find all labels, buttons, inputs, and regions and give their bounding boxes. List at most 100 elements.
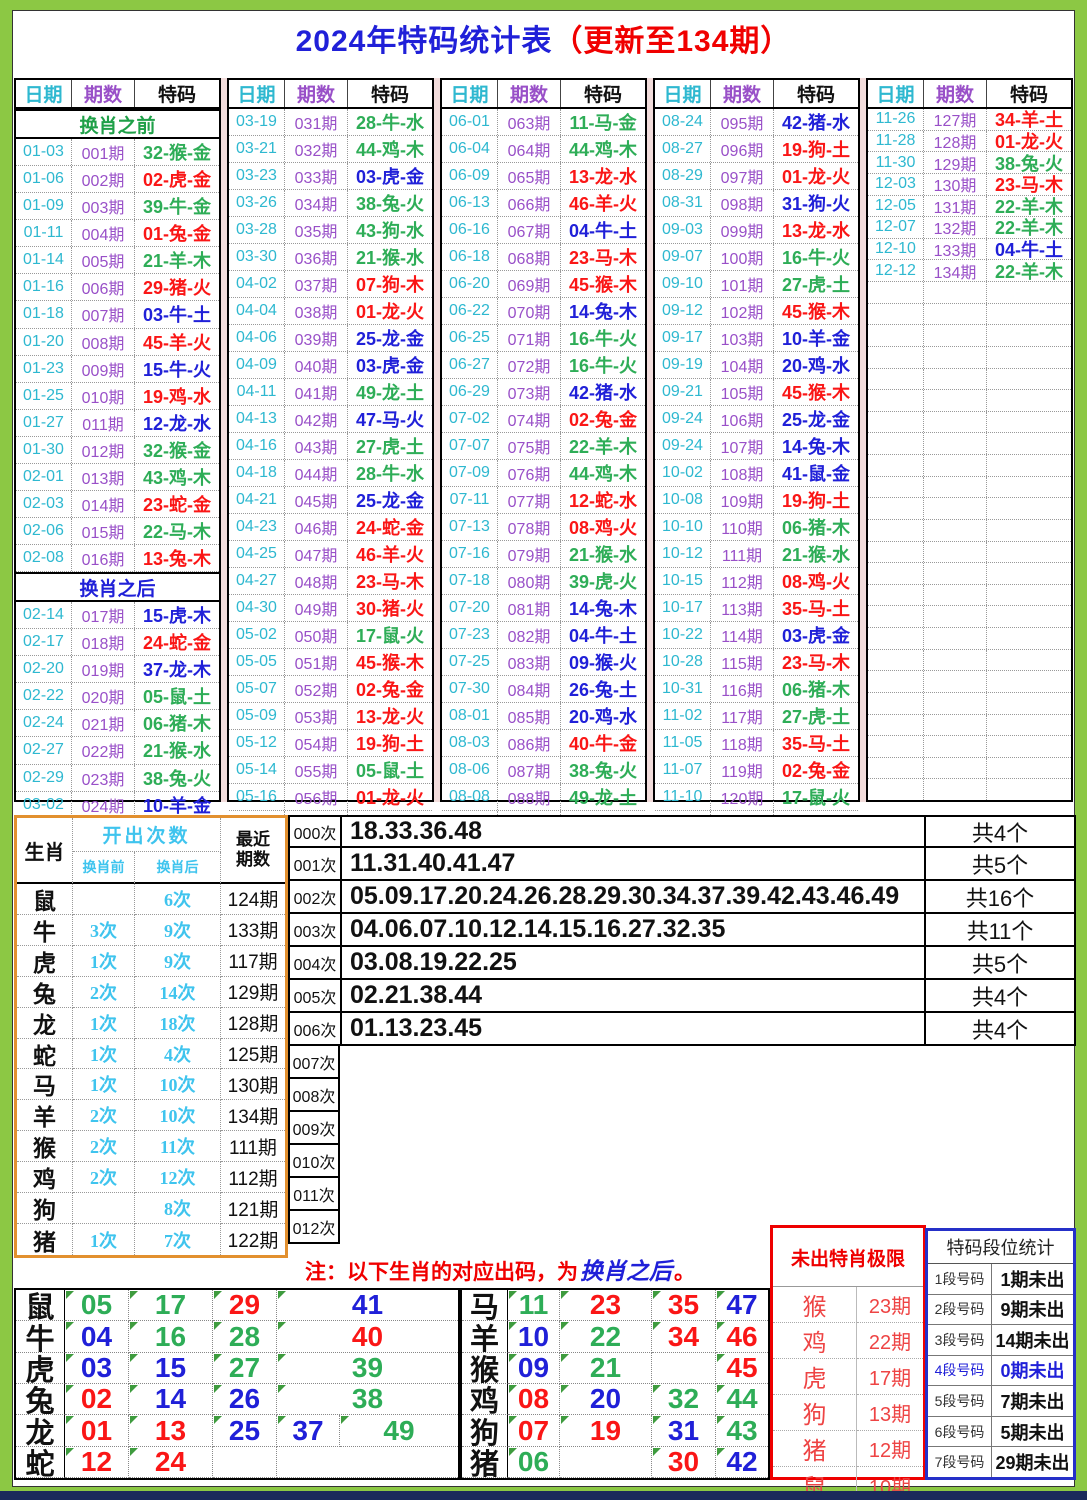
date-cell: 04-25 bbox=[229, 541, 285, 567]
segment-box-title: 特码段位统计 bbox=[928, 1231, 1073, 1264]
segment-value-cell: 29期未出 bbox=[995, 1453, 1070, 1474]
special-code-cell: 13-龙-水 bbox=[568, 167, 637, 187]
zodiac-cell: 蛇 bbox=[17, 1038, 73, 1070]
special-code-cell: 35-马-土 bbox=[781, 734, 850, 754]
period-cell: 103期 bbox=[711, 325, 774, 351]
period-cell: 110期 bbox=[711, 514, 774, 540]
date-cell: 03-30 bbox=[229, 244, 285, 270]
note-emphasis: 换肖之后 bbox=[580, 1258, 672, 1284]
title-update-info: （更新至134期） bbox=[552, 25, 792, 58]
limit-period-cell: 12期 bbox=[857, 1431, 923, 1467]
date-cell: 08-08 bbox=[442, 784, 498, 810]
special-code-cell: 22-羊-木 bbox=[568, 437, 637, 457]
table-row: 03-21 032期 44-鸡-木 bbox=[229, 136, 432, 163]
special-code-cell: 39-虎-火 bbox=[568, 572, 637, 592]
date-cell: 01-03 bbox=[16, 139, 72, 166]
map-number-cell bbox=[277, 1447, 458, 1478]
map-number-cell: 03 bbox=[65, 1352, 129, 1384]
period-cell: 115期 bbox=[711, 649, 774, 675]
column-header: 日期 bbox=[229, 80, 285, 107]
special-code-cell: 15-牛-火 bbox=[142, 359, 211, 380]
special-code-cell bbox=[987, 563, 1071, 584]
table-row: 07-25 083期 09-猴-火 bbox=[442, 649, 645, 676]
map-zodiac-cell: 马 bbox=[462, 1290, 508, 1324]
frequency-label: 002次 bbox=[290, 881, 342, 912]
table-row bbox=[868, 541, 1071, 564]
table-row: 03-30 036期 21-猴-水 bbox=[229, 244, 432, 271]
period-cell: 084期 bbox=[498, 676, 561, 702]
frequency-row: 003次 04.06.07.10.12.14.15.16.27.32.35 共11个 bbox=[288, 914, 1076, 947]
before-count-cell bbox=[73, 884, 135, 915]
special-code-cell bbox=[987, 369, 1071, 390]
segment-label-cell: 1段号码 bbox=[928, 1264, 992, 1295]
limit-zodiac-cell: 猪 bbox=[773, 1431, 857, 1467]
table-row: 07-18 080期 39-虎-火 bbox=[442, 568, 645, 595]
special-code-cell bbox=[987, 282, 1071, 303]
period-group-3: 日期 期数 特码 06-01 063期 11-马-金 06-04 064期 44-鸡-木 06-0… bbox=[440, 78, 647, 972]
table-row: 11-30 129期 38-兔-火 bbox=[868, 152, 1071, 174]
table-row bbox=[868, 649, 1071, 672]
frequency-count bbox=[926, 1046, 1076, 1079]
special-code-cell: 23-蛇-金 bbox=[142, 494, 211, 515]
table-row bbox=[868, 563, 1071, 585]
zodiac-cell: 鸡 bbox=[17, 1162, 73, 1194]
recent-period-cell: 111期 bbox=[221, 1131, 285, 1163]
special-code-cell bbox=[987, 650, 1071, 671]
frequency-row: 012次 bbox=[288, 1211, 1076, 1244]
table-row: 08-01 085期 20-鸡-水 bbox=[442, 703, 645, 730]
period-cell: 056期 bbox=[285, 784, 348, 810]
map-number-cell: 32 bbox=[652, 1383, 716, 1416]
special-code-cell: 09-猴-火 bbox=[568, 653, 637, 673]
map-number-cell: 28 bbox=[213, 1321, 277, 1353]
special-code-cell: 03-虎-金 bbox=[781, 626, 850, 646]
table-row: 01-30 012期 32-猴-金 bbox=[16, 436, 219, 464]
period-cell: 105期 bbox=[711, 379, 774, 405]
period-cell: 050期 bbox=[285, 622, 348, 648]
period-cell: 117期 bbox=[711, 703, 774, 729]
date-cell: 06-13 bbox=[442, 190, 498, 216]
table-row: 05-09 053期 13-龙-火 bbox=[229, 703, 432, 730]
period-cell: 077期 bbox=[498, 487, 561, 513]
map-number-cell: 24 bbox=[129, 1446, 213, 1478]
table-row: 01-20 008期 45-羊-火 bbox=[16, 328, 219, 356]
before-count-cell: 2次 bbox=[73, 1162, 135, 1194]
special-code-cell: 01-龙-火 bbox=[355, 788, 424, 808]
after-count-cell: 10次 bbox=[135, 1100, 221, 1132]
table-row: 06-25 071期 16-牛-火 bbox=[442, 325, 645, 352]
column-header: 特码 bbox=[157, 85, 196, 106]
after-count-cell: 7次 bbox=[135, 1224, 221, 1255]
date-cell bbox=[868, 433, 924, 454]
after-swap-header: 换肖后 bbox=[135, 852, 221, 884]
period-cell bbox=[924, 606, 987, 627]
special-code-cell: 40-牛-金 bbox=[568, 734, 637, 754]
table-row: 06-20 069期 45-猴-木 bbox=[442, 271, 645, 298]
date-cell: 06-04 bbox=[442, 136, 498, 162]
special-code-cell: 17-鼠-火 bbox=[781, 788, 850, 808]
period-cell: 086期 bbox=[498, 730, 561, 756]
special-code-cell: 49-龙-土 bbox=[355, 383, 424, 403]
special-code-cell: 19-狗-土 bbox=[781, 140, 850, 160]
special-code-cell: 03-虎-金 bbox=[355, 167, 424, 187]
special-code-cell: 23-马-木 bbox=[355, 572, 424, 592]
recent-period-cell: 122期 bbox=[227, 1231, 279, 1253]
table-row: 09-24 106期 25-龙-金 bbox=[655, 406, 858, 433]
date-cell: 04-30 bbox=[229, 595, 285, 621]
date-cell bbox=[868, 671, 924, 692]
period-cell: 035期 bbox=[285, 217, 348, 243]
date-cell: 10-15 bbox=[655, 568, 711, 594]
special-code-cell: 04-牛-土 bbox=[994, 240, 1063, 261]
frequency-row: 000次 18.33.36.48 共4个 bbox=[288, 815, 1076, 848]
special-code-cell: 46-羊-火 bbox=[355, 545, 424, 565]
table-row: 12-07 132期 22-羊-木 bbox=[868, 217, 1071, 239]
period-cell: 007期 bbox=[72, 301, 135, 328]
after-count-cell: 14次 bbox=[135, 976, 221, 1008]
period-cell: 004期 bbox=[72, 220, 135, 247]
special-code-cell: 11-马-金 bbox=[569, 113, 637, 133]
after-count-cell: 10次 bbox=[135, 1069, 221, 1101]
period-group-5: 日期 期数 特码 11-26 127期 34-羊-土 11-28 128期 01-龙-火 11-3… bbox=[866, 78, 1073, 802]
main-table: 日期 期数 特码 换肖之前 01-03 001期 32-猴-金 01-06 002期 02-虎-金… bbox=[14, 78, 1073, 980]
bottom-bar bbox=[0, 1491, 1087, 1500]
special-code-cell: 14-兔-木 bbox=[568, 599, 637, 619]
period-cell: 019期 bbox=[72, 656, 135, 683]
